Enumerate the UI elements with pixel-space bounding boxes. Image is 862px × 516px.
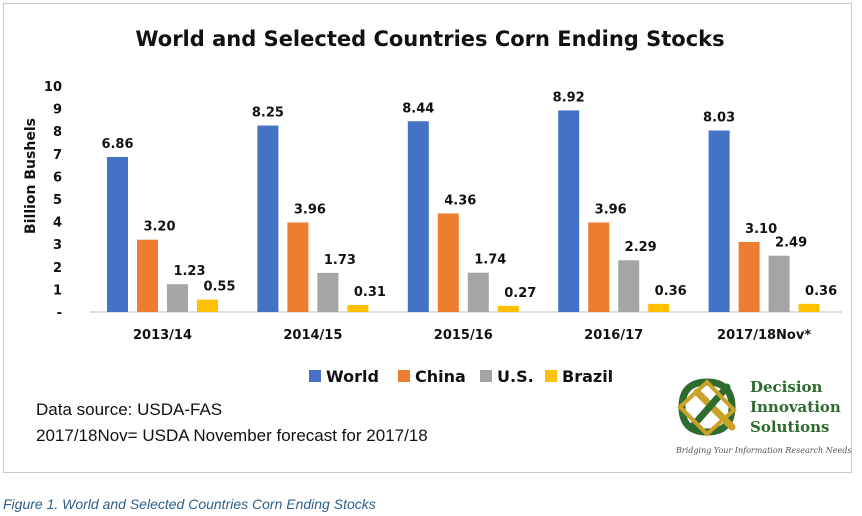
logo-tagline: Bridging Your Information Research Needs [676,446,852,455]
data-label: 3.96 [294,203,326,218]
y-tick-label: 8 [53,125,62,140]
y-tick-label: 1 [53,283,62,298]
data-label: 8.03 [703,111,735,126]
bar-china-0 [137,239,158,312]
data-label: 0.36 [805,284,837,299]
chart-title: World and Selected Countries Corn Ending… [135,27,724,51]
data-label: 1.23 [173,264,205,279]
category-label: 2014/15 [283,328,342,343]
bar-brazil-2 [497,305,519,312]
y-tick-label: 9 [53,103,62,118]
bar-us-2 [467,272,489,312]
data-label: 0.36 [655,284,687,299]
y-tick-label: - [57,306,62,321]
data-label: 8.92 [553,90,585,105]
bar-china-4 [738,241,760,312]
data-label: 4.36 [444,193,476,208]
y-tick-label: 3 [53,238,62,253]
y-tick-label: 10 [44,80,62,95]
forecast-note: 2017/18Nov= USDA November forecast for 2… [36,426,428,445]
bar-brazil-4 [798,303,820,312]
category-label: 2016/17 [584,328,643,343]
decision-innovation-solutions-logo [677,378,737,437]
bar-brazil-3 [648,303,670,312]
bar-world-4 [708,130,730,312]
y-axis-ticks: - 1 2 3 4 5 6 7 8 9 10 [44,80,62,321]
data-label: 2.49 [775,236,807,251]
data-label: 0.27 [504,286,536,301]
legend-swatch [309,370,321,382]
data-label: 6.86 [101,137,133,152]
data-labels: 6.86 3.20 1.230.55 8.25 3.96 1.73 0.31 8.44 4.36… [101,90,837,300]
bar-us-4 [768,255,790,312]
legend-label: Brazil [562,367,613,386]
legend-label: U.S. [497,367,534,386]
data-label: 1.73 [324,253,356,268]
bar-world-3 [558,110,580,313]
data-label: 8.44 [402,101,434,116]
y-tick-label: 2 [53,261,62,276]
category-label: 2017/18Nov* [717,328,811,343]
bar-us-3 [618,260,640,312]
y-tick-label: 5 [53,193,62,208]
bar-world-0 [107,156,128,312]
bar-world-1 [257,125,279,312]
data-label: 3.20 [143,220,175,235]
logo-line-innovation: Innovation [750,398,841,416]
legend: World China U.S. Brazil [309,367,613,386]
logo-line-decision: Decision [750,378,823,396]
bars [107,110,820,313]
bar-brazil-0 [197,299,218,312]
legend-label: China [415,367,466,386]
bar-china-2 [437,213,459,312]
bar-chart: World and Selected Countries Corn Ending… [23,27,842,386]
data-label: 8.25 [252,106,284,121]
y-tick-label: 7 [53,148,62,163]
legend-swatch [480,370,492,382]
logo-line-solutions: Solutions [750,418,830,436]
legend-swatch [545,370,557,382]
y-axis-label: Billion Bushels [23,118,39,234]
bar-us-1 [317,272,339,312]
category-label: 2015/16 [434,328,493,343]
legend-label: World [326,367,379,386]
data-source-note: Data source: USDA-FAS [36,400,223,419]
bar-china-3 [588,222,610,312]
data-label: 2.29 [625,240,657,255]
logo-text: Decision Innovation Solutions [750,377,841,437]
bar-brazil-1 [347,304,369,312]
y-tick-label: 4 [53,216,62,231]
data-label: 3.96 [595,203,627,218]
category-labels: 2013/14 2014/15 2015/16 2016/17 2017/18Nov* [133,328,811,343]
legend-swatch [398,370,410,382]
figure-caption: Figure 1. World and Selected Countries C… [3,496,376,512]
y-tick-label: 6 [53,170,62,185]
data-label: 0.55 [203,280,235,295]
bar-china-1 [287,222,309,312]
data-label: 3.10 [745,222,777,237]
category-label: 2013/14 [133,328,192,343]
data-label: 0.31 [354,285,386,300]
bar-world-2 [407,121,429,312]
bar-us-0 [167,284,188,312]
data-label: 1.74 [474,253,506,268]
